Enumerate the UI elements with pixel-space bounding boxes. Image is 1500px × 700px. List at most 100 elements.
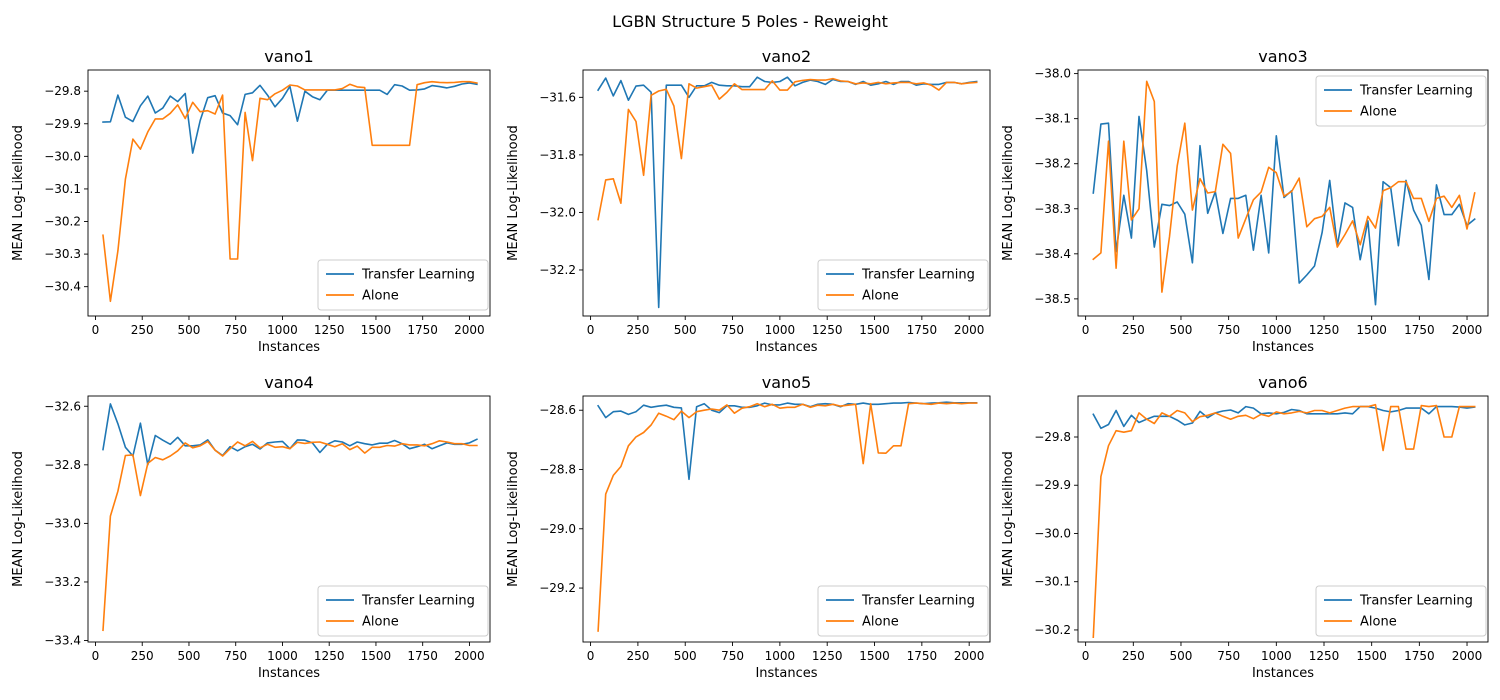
y-tick-label: −30.0 xyxy=(1034,526,1071,540)
y-tick-label: −32.0 xyxy=(539,205,576,219)
axes-frame xyxy=(87,395,491,643)
series-line-alone xyxy=(102,439,478,632)
x-tick-label: 1500 xyxy=(859,649,890,663)
y-tick-label: −29.9 xyxy=(1034,478,1071,492)
y-tick-label: −29.8 xyxy=(44,84,81,98)
legend-label: Alone xyxy=(362,289,399,304)
x-tick-label: 250 xyxy=(626,649,649,663)
x-tick-label: 1750 xyxy=(407,323,438,337)
x-tick-label: 0 xyxy=(587,323,595,337)
subplot-vano5: vano5 0 250 500 750 1000 1250 1500 1750 2000 −29.2… xyxy=(506,373,991,681)
subplot-vano1: vano1 0 250 500 750 1000 1250 1500 1750 2000 −30.4… xyxy=(11,47,491,355)
legend-label: Transfer Learning xyxy=(361,594,475,609)
x-tick-label: 1750 xyxy=(407,649,438,663)
x-tick-label: 500 xyxy=(674,323,697,337)
axes-frame xyxy=(87,69,491,317)
subplot-title: vano6 xyxy=(1258,373,1307,392)
y-tick-label: −30.4 xyxy=(44,280,81,294)
y-axis-label: MEAN Log-Likelihood xyxy=(1001,451,1016,587)
x-tick-label: 500 xyxy=(178,649,201,663)
y-tick-label: −38.1 xyxy=(1034,112,1071,126)
x-tick-label: 1000 xyxy=(765,323,796,337)
legend-label: Alone xyxy=(1360,105,1397,120)
y-axis-label: MEAN Log-Likelihood xyxy=(506,125,521,261)
x-axis-label: Instances xyxy=(1252,340,1314,355)
x-tick-label: 2000 xyxy=(1452,323,1483,337)
y-tick-label: −33.0 xyxy=(44,516,81,530)
x-tick-label: 0 xyxy=(92,649,100,663)
x-tick-label: 1500 xyxy=(1356,323,1387,337)
x-tick-label: 250 xyxy=(131,323,154,337)
y-tick-label: −29.0 xyxy=(539,522,576,536)
x-tick-label: 1500 xyxy=(361,323,392,337)
x-axis-label: Instances xyxy=(258,666,320,681)
x-tick-label: 750 xyxy=(721,323,744,337)
x-tick-label: 1500 xyxy=(361,649,392,663)
legend-box xyxy=(317,585,489,637)
y-tick-label: −32.6 xyxy=(44,399,81,413)
x-tick-label: 1250 xyxy=(812,649,843,663)
x-tick-label: 1750 xyxy=(1404,649,1435,663)
legend-label: Transfer Learning xyxy=(1359,84,1473,99)
x-tick-label: 0 xyxy=(587,649,595,663)
subplot-title: vano4 xyxy=(264,373,313,392)
x-tick-label: 750 xyxy=(1217,323,1240,337)
x-tick-label: 500 xyxy=(178,323,201,337)
subplot-title: vano2 xyxy=(762,47,811,66)
x-tick-label: 2000 xyxy=(454,323,485,337)
y-tick-label: −38.5 xyxy=(1034,292,1071,306)
x-tick-label: 250 xyxy=(626,323,649,337)
x-tick-label: 2000 xyxy=(1452,649,1483,663)
x-tick-label: 750 xyxy=(224,323,247,337)
y-tick-label: −31.8 xyxy=(539,148,576,162)
subplot-title: vano5 xyxy=(762,373,811,392)
legend-label: Alone xyxy=(362,615,399,630)
x-tick-label: 1500 xyxy=(1356,649,1387,663)
x-axis-label: Instances xyxy=(258,340,320,355)
legend-label: Transfer Learning xyxy=(361,268,475,283)
x-tick-label: 1250 xyxy=(812,323,843,337)
y-tick-label: −29.2 xyxy=(539,581,576,595)
x-tick-label: 1000 xyxy=(1261,323,1292,337)
subplot-title: vano3 xyxy=(1258,47,1307,66)
axes-frame xyxy=(582,69,991,317)
legend: Transfer Learning Alone xyxy=(1315,585,1487,637)
y-tick-label: −38.3 xyxy=(1034,202,1071,216)
y-tick-label: −29.8 xyxy=(1034,430,1071,444)
legend-box xyxy=(1315,585,1487,637)
series-line-transfer-learning xyxy=(1092,115,1476,306)
x-tick-label: 500 xyxy=(1170,323,1193,337)
y-tick-label: −29.9 xyxy=(44,117,81,131)
x-tick-label: 1000 xyxy=(267,323,298,337)
x-tick-label: 1250 xyxy=(1309,649,1340,663)
legend-box xyxy=(817,585,989,637)
x-tick-label: 1000 xyxy=(765,649,796,663)
axes-frame xyxy=(582,395,991,643)
series-line-alone xyxy=(1092,403,1476,639)
series-line-alone xyxy=(597,77,978,221)
series-line-transfer-learning xyxy=(1092,405,1476,430)
x-tick-label: 1000 xyxy=(267,649,298,663)
y-tick-label: −30.3 xyxy=(44,247,81,261)
y-tick-label: −30.2 xyxy=(1034,623,1071,637)
y-tick-label: −38.0 xyxy=(1034,67,1071,81)
x-axis-label: Instances xyxy=(755,340,817,355)
x-tick-label: 750 xyxy=(224,649,247,663)
x-tick-label: 1000 xyxy=(1261,649,1292,663)
x-tick-label: 500 xyxy=(1170,649,1193,663)
x-tick-label: 2000 xyxy=(454,649,485,663)
legend: Transfer Learning Alone xyxy=(317,259,489,311)
y-tick-label: −30.1 xyxy=(1034,575,1071,589)
series-line-alone xyxy=(597,402,978,632)
x-tick-label: 250 xyxy=(131,649,154,663)
y-tick-label: −32.8 xyxy=(44,458,81,472)
y-axis-label: MEAN Log-Likelihood xyxy=(11,125,26,261)
y-tick-label: −33.2 xyxy=(44,575,81,589)
x-tick-label: 750 xyxy=(1217,649,1240,663)
x-tick-label: 1250 xyxy=(314,649,345,663)
x-tick-label: 0 xyxy=(1082,323,1090,337)
subplot-vano2: vano2 0 250 500 750 1000 1250 1500 1750 2000 −32.2… xyxy=(506,47,991,355)
legend-label: Transfer Learning xyxy=(861,594,975,609)
legend-label: Transfer Learning xyxy=(861,268,975,283)
